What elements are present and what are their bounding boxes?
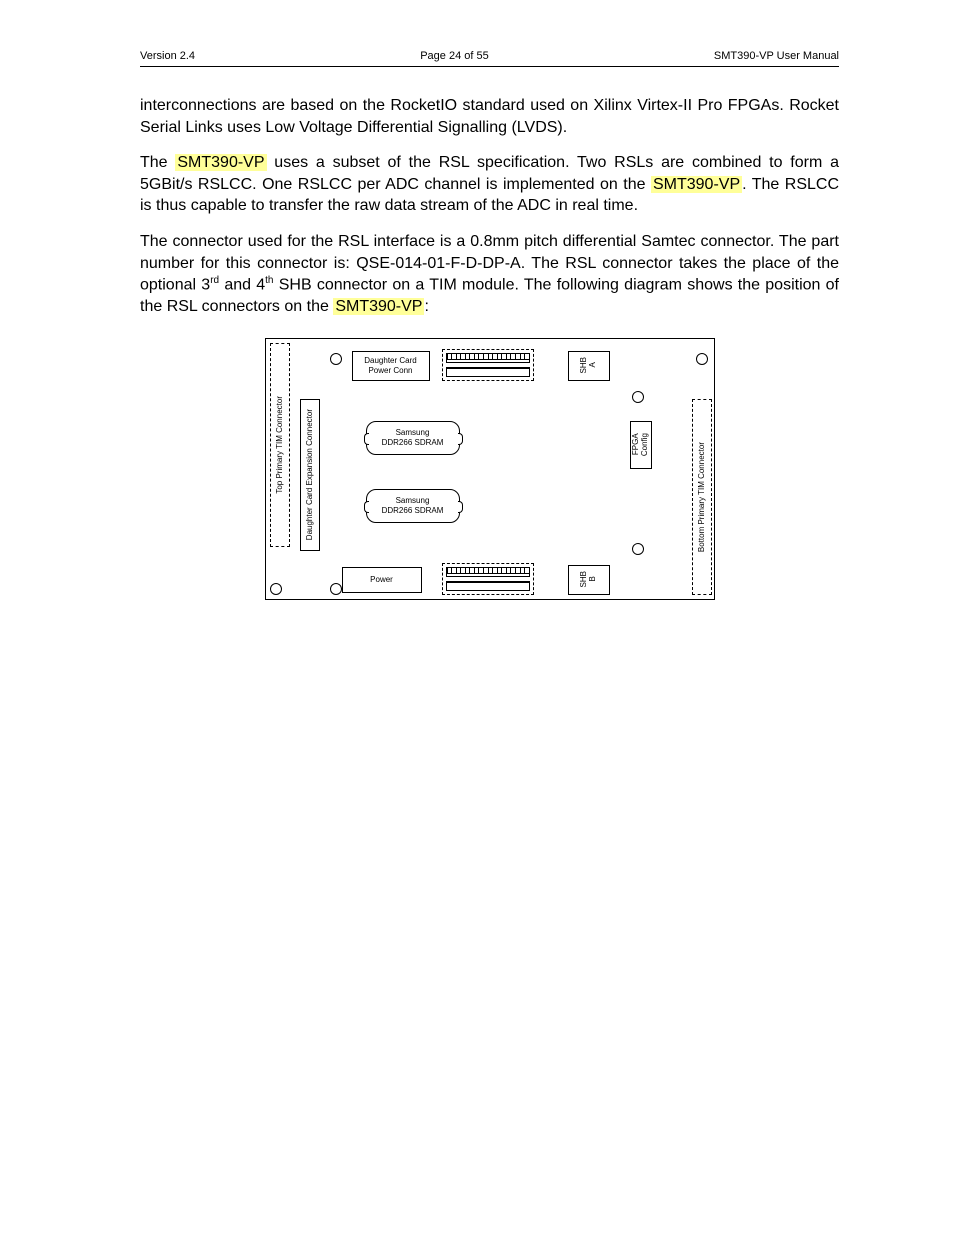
chip-notch-icon xyxy=(364,501,369,513)
sdram-2: SamsungDDR266 SDRAM xyxy=(366,489,460,523)
page-header: Version 2.4 Page 24 of 55 SMT390-VP User… xyxy=(140,50,839,67)
chip-notch-icon xyxy=(458,501,463,513)
body-text: interconnections are based on the Rocket… xyxy=(140,95,839,318)
top-primary-tim-connector: Top Primary TIM Connector xyxy=(270,343,290,547)
chip-notch-icon xyxy=(458,433,463,445)
daughter-card-power-conn: Daughter CardPower Conn xyxy=(352,351,430,381)
power-block: Power xyxy=(342,567,422,593)
paragraph-2: The SMT390-VP uses a subset of the RSL s… xyxy=(140,152,839,217)
page: Version 2.4 Page 24 of 55 SMT390-VP User… xyxy=(0,0,954,1235)
bottom-primary-tim-connector: Bottom Primary TIM Connector xyxy=(692,399,712,595)
highlight-product: SMT390-VP xyxy=(651,176,742,193)
shb-a-connector: SHBA xyxy=(568,351,610,381)
highlight-product: SMT390-VP xyxy=(175,154,266,171)
board-diagram: Top Primary TIM Connector Daughter Card … xyxy=(265,338,715,600)
chip-notch-icon xyxy=(364,433,369,445)
sdram-1: SamsungDDR266 SDRAM xyxy=(366,421,460,455)
mounting-hole-icon xyxy=(696,353,708,365)
mounting-hole-icon xyxy=(270,583,282,595)
mounting-hole-icon xyxy=(632,391,644,403)
rsl-connector-top xyxy=(442,349,534,381)
fpga-config: FPGAConfig xyxy=(630,421,652,469)
shb-b-connector: SHBB xyxy=(568,565,610,595)
mounting-hole-icon xyxy=(330,583,342,595)
mounting-hole-icon xyxy=(330,353,342,365)
paragraph-1: interconnections are based on the Rocket… xyxy=(140,95,839,138)
highlight-product: SMT390-VP xyxy=(333,298,424,315)
rsl-connector-bottom xyxy=(442,563,534,595)
header-title: SMT390-VP User Manual xyxy=(714,50,839,62)
mounting-hole-icon xyxy=(632,543,644,555)
diagram-wrap: Top Primary TIM Connector Daughter Card … xyxy=(140,338,839,600)
daughter-card-expansion-connector: Daughter Card Expansion Connector xyxy=(300,399,320,551)
paragraph-3: The connector used for the RSL interface… xyxy=(140,231,839,318)
header-version: Version 2.4 xyxy=(140,50,195,62)
header-page: Page 24 of 55 xyxy=(420,50,489,62)
